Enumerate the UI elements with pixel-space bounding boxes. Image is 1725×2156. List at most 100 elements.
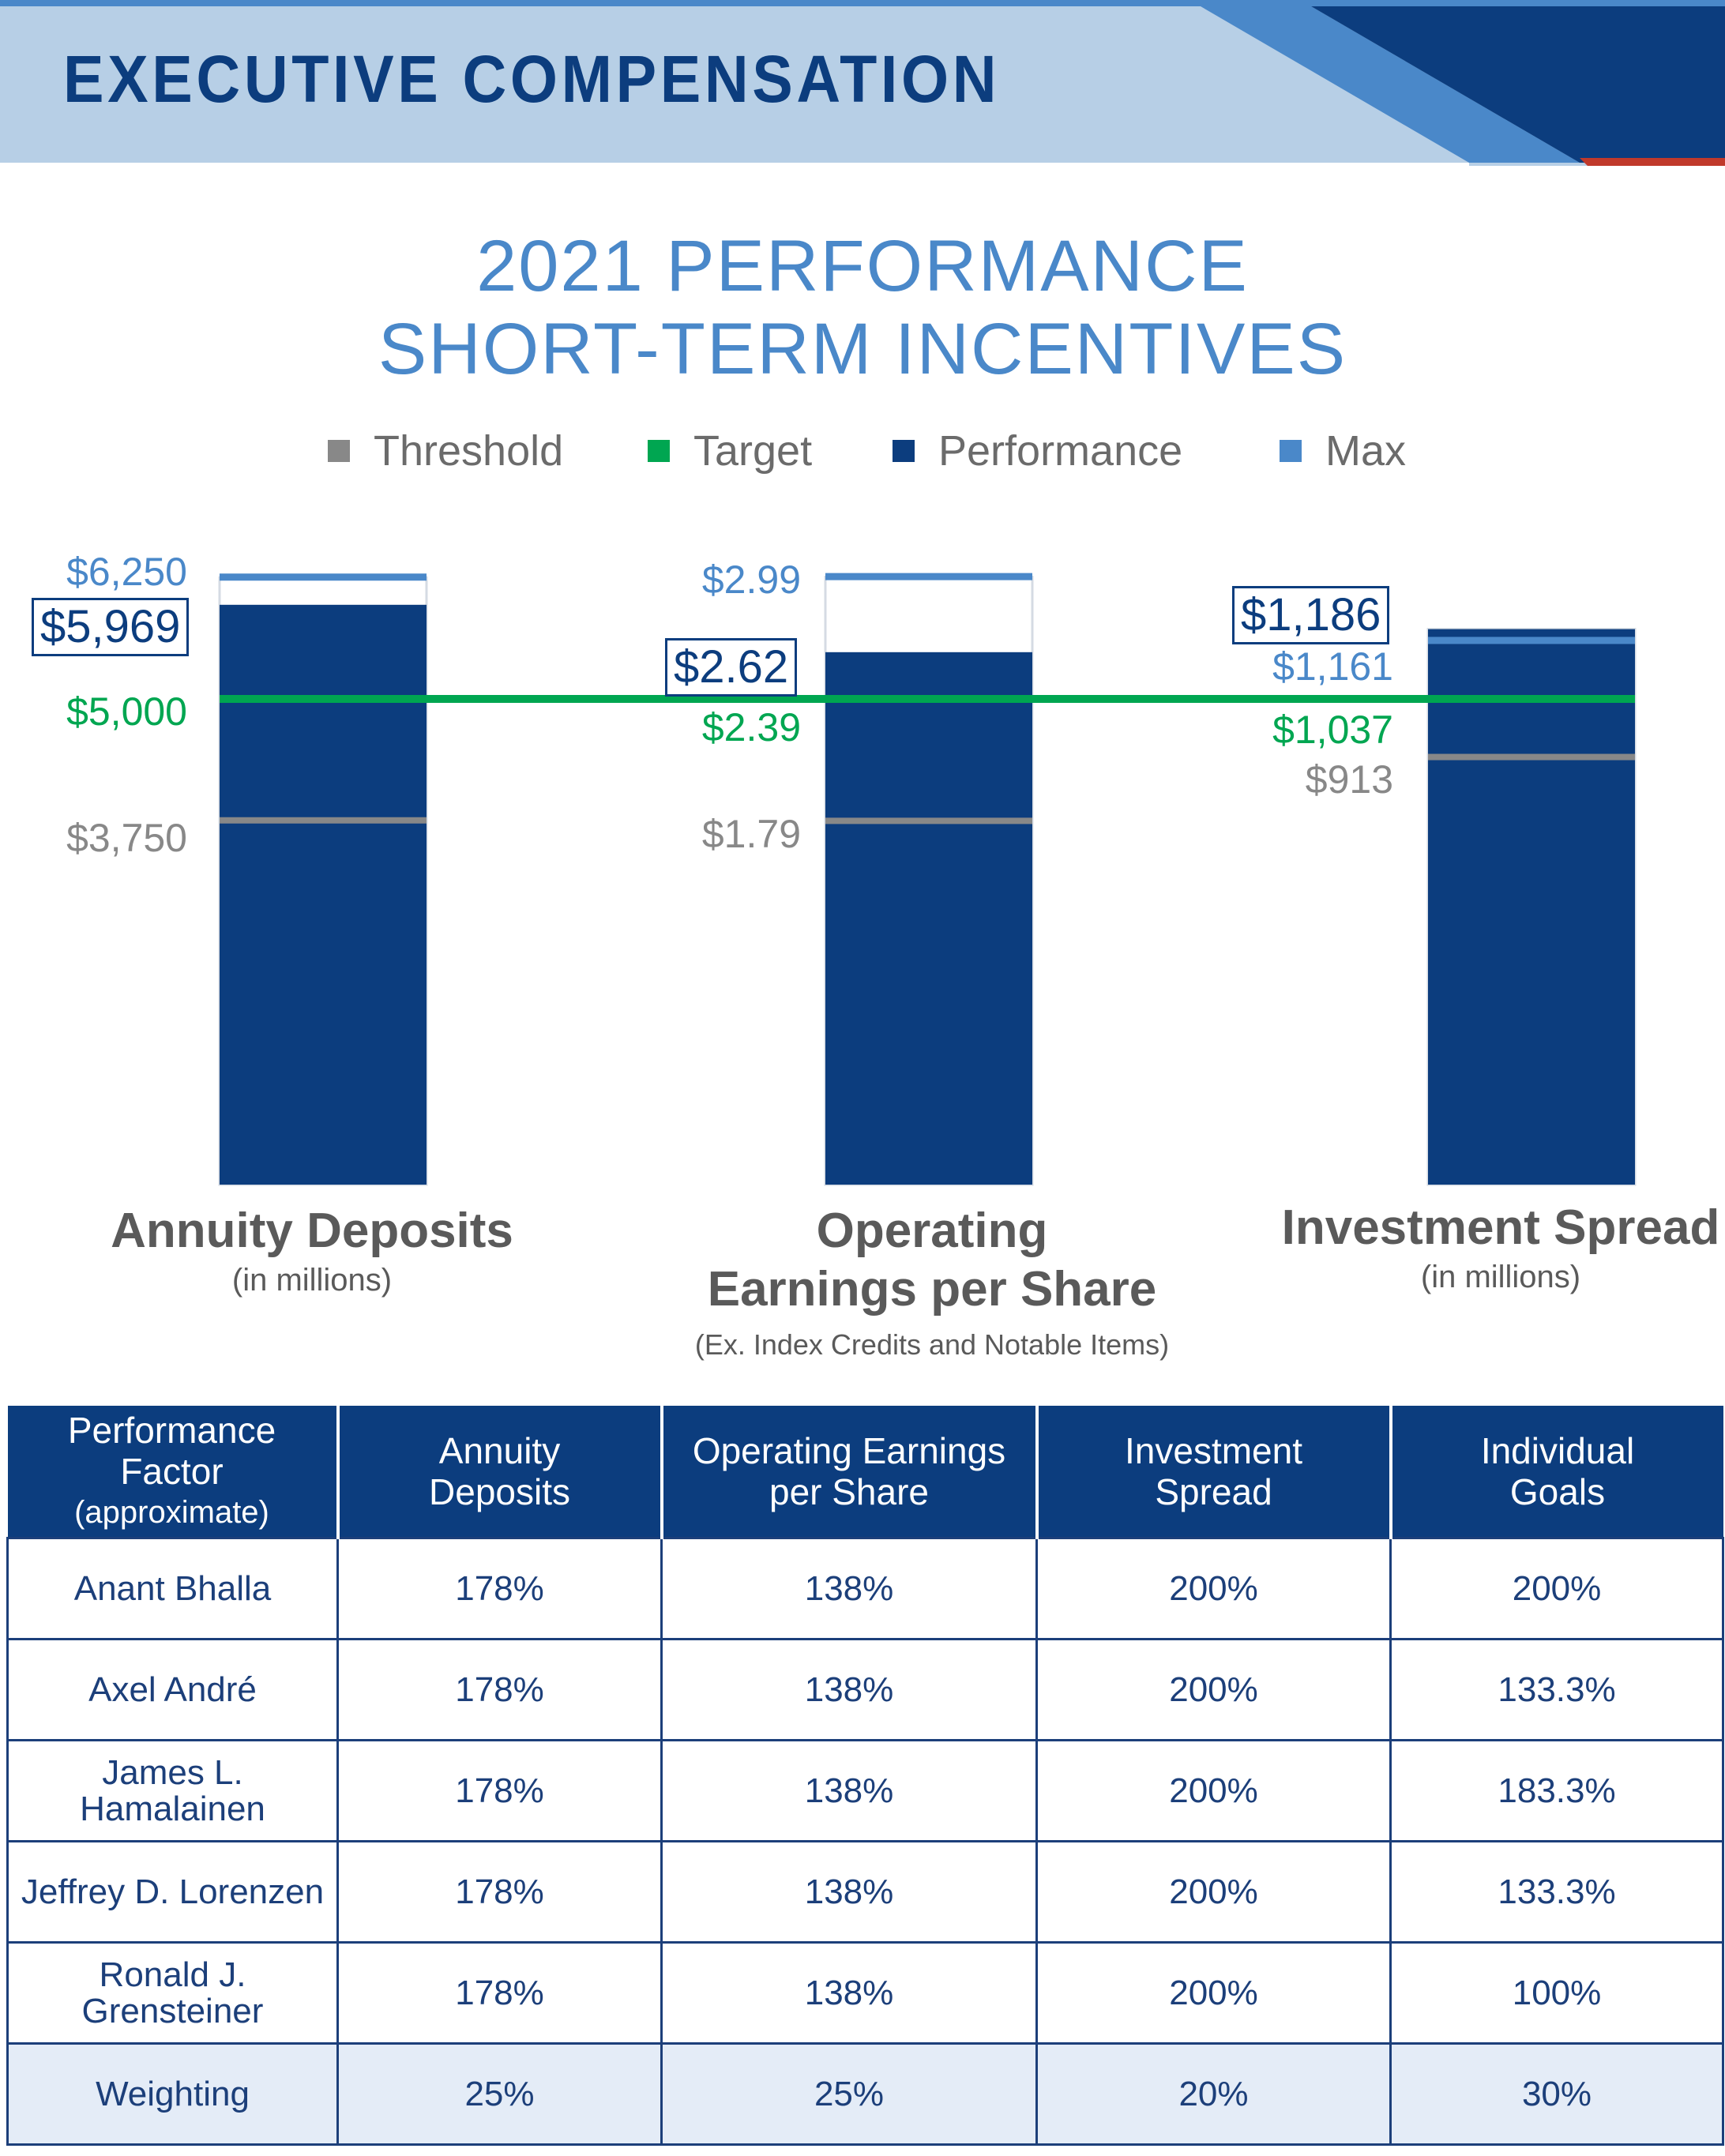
header-factor-main: Performance Factor [67, 1410, 276, 1492]
header-top-line [0, 0, 1725, 6]
cell-name: Anant Bhalla [6, 1537, 339, 1640]
cat3-max-label: $1,161 [1272, 644, 1393, 689]
cat1-threshold-marker [220, 817, 427, 824]
cat2-threshold-marker [825, 817, 1032, 824]
legend-swatch-threshold [328, 440, 350, 462]
header-spread-main: Investment Spread [1125, 1430, 1302, 1512]
header-title: EXECUTIVE COMPENSATION [63, 42, 1001, 116]
cell-annuity: 178% [336, 1638, 663, 1741]
cell-goals: 100% [1389, 1941, 1724, 2045]
cat1-performance-bar [220, 604, 427, 1185]
table-row: Anant Bhalla 178% 138% 200% 200% [6, 1537, 1724, 1640]
cat3-unit: (in millions) [1420, 1260, 1581, 1294]
cell-eps: 138% [660, 1739, 1038, 1842]
cat3-axis-label: Investment Spread (in millions) [1280, 1199, 1722, 1297]
header-factor-sub: (approximate) [74, 1495, 269, 1530]
cell-eps: 138% [660, 1840, 1038, 1944]
cat1-max-marker [220, 573, 427, 581]
table-header-goals: Individual Goals [1389, 1406, 1723, 1538]
cell-goals: 200% [1389, 1537, 1724, 1640]
header-band-dark [1311, 6, 1725, 163]
cat3-performance-bar [1428, 629, 1635, 1185]
cell-weighting-label: Weighting [6, 2042, 339, 2146]
cell-annuity: 178% [336, 1739, 663, 1842]
cat3-threshold-label: $913 [1305, 757, 1393, 802]
table-header-spread: Investment Spread [1035, 1406, 1392, 1538]
legend-label-threshold: Threshold [374, 427, 564, 475]
legend-label-performance: Performance [938, 427, 1183, 475]
cell-weighting-spread: 20% [1035, 2042, 1392, 2146]
cat1-name: Annuity Deposits [111, 1204, 513, 1258]
cell-annuity: 178% [336, 1840, 663, 1944]
cell-name: Axel André [6, 1638, 339, 1741]
table-row: Ronald J. Grensteiner 178% 138% 200% 100… [6, 1941, 1724, 2045]
cell-eps: 138% [660, 1638, 1038, 1741]
legend-max: Max [1280, 426, 1406, 475]
table-row: Jeffrey D. Lorenzen 178% 138% 200% 133.3… [6, 1840, 1724, 1944]
cat2-name-line2: Earnings per Share [707, 1262, 1157, 1317]
cat1-max-label: $6,250 [66, 550, 187, 594]
header-accent-red [1580, 158, 1725, 166]
cell-spread: 200% [1035, 1941, 1392, 2045]
chart-title-line2: SHORT-TERM INCENTIVES [378, 309, 1347, 389]
cell-name: James L. Hamalainen [6, 1739, 339, 1842]
cell-weighting-goals: 30% [1389, 2042, 1724, 2146]
cell-annuity: 178% [336, 1537, 663, 1640]
table-header-annuity: Annuity Deposits [336, 1406, 663, 1538]
cat2-target-label: $2.39 [701, 705, 801, 749]
header-goals-main: Individual Goals [1480, 1430, 1635, 1512]
cell-goals: 133.3% [1389, 1638, 1724, 1741]
legend-swatch-target [648, 440, 670, 462]
header-banner [0, 0, 1725, 166]
chart-title-line1: 2021 PERFORMANCE [476, 226, 1249, 306]
cell-goals: 183.3% [1389, 1739, 1724, 1842]
cat3-name: Investment Spread [1281, 1200, 1720, 1255]
cat3-threshold-marker [1428, 753, 1635, 761]
table-header-factor: Performance Factor (approximate) [7, 1406, 340, 1538]
weighting-row: Weighting 25% 25% 20% 30% [6, 2042, 1724, 2146]
legend-performance: Performance [893, 426, 1182, 475]
cat2-performance-label: $2.62 [665, 638, 798, 697]
target-line [220, 695, 1635, 703]
cat3-target-label: $1,037 [1272, 708, 1393, 752]
cat1-target-label: $5,000 [66, 689, 187, 734]
header-annuity-main: Annuity Deposits [429, 1430, 570, 1512]
cell-weighting-eps: 25% [660, 2042, 1038, 2146]
legend-threshold: Threshold [328, 426, 563, 475]
cat2-note: (Ex. Index Credits and Notable Items) [694, 1328, 1170, 1361]
cat2-axis-label: Operating Earnings per Share (Ex. Index … [616, 1202, 1248, 1365]
legend-swatch-performance [893, 440, 915, 462]
legend-label-target: Target [693, 427, 813, 475]
cat1-performance-label: $5,969 [32, 598, 190, 656]
cat3-max-marker [1428, 637, 1635, 644]
performance-factor-table: Performance Factor (approximate) Annuity … [6, 1406, 1724, 2146]
table-row: James L. Hamalainen 178% 138% 200% 183.3… [6, 1739, 1724, 1842]
table-header-eps: Operating Earnings per Share [660, 1406, 1039, 1538]
legend-swatch-max [1280, 440, 1302, 462]
cell-eps: 138% [660, 1941, 1038, 2045]
header-eps-main: Operating Earnings per Share [692, 1430, 1006, 1512]
cat1-axis-label: Annuity Deposits (in millions) [75, 1202, 549, 1300]
table-header-row: Performance Factor (approximate) Annuity … [7, 1406, 1723, 1538]
cell-spread: 200% [1035, 1638, 1392, 1741]
legend-target: Target [648, 426, 812, 475]
cell-goals: 133.3% [1389, 1840, 1724, 1944]
chart-plot-area [218, 573, 1637, 1186]
cell-spread: 200% [1035, 1537, 1392, 1640]
header-bottom-line [0, 163, 1469, 166]
header-band-mid [1201, 6, 1580, 163]
cat2-max-marker [825, 573, 1032, 580]
cell-spread: 200% [1035, 1840, 1392, 1944]
cell-weighting-annuity: 25% [336, 2042, 663, 2146]
cell-spread: 200% [1035, 1739, 1392, 1842]
cat1-unit: (in millions) [231, 1263, 393, 1298]
legend-label-max: Max [1325, 427, 1407, 475]
cat1-threshold-label: $3,750 [66, 816, 187, 860]
table-row: Axel André 178% 138% 200% 133.3% [6, 1638, 1724, 1741]
cat2-max-label: $2.99 [701, 558, 801, 602]
cat3-performance-label: $1,186 [1232, 586, 1390, 644]
cat2-performance-bar [825, 652, 1032, 1185]
cat2-threshold-label: $1.79 [701, 812, 801, 856]
cat2-name-line1: Operating [816, 1204, 1048, 1258]
cell-annuity: 178% [336, 1941, 663, 2045]
